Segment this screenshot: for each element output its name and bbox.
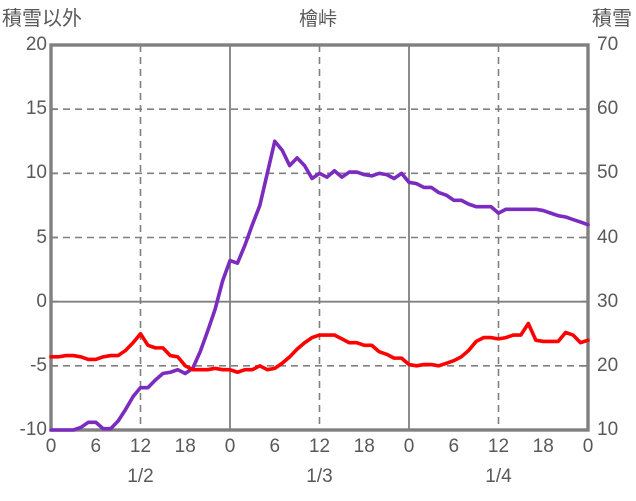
xtick-label: 0 <box>582 436 594 457</box>
xtick-label: 18 <box>532 436 554 457</box>
xtick-label: 6 <box>448 436 460 457</box>
axis-tickmarks <box>51 108 588 367</box>
ytick-label-left: -10 <box>19 419 47 440</box>
ytick-label-left: 5 <box>36 226 47 248</box>
right-axis-unit-label: 積雪 <box>592 8 632 30</box>
xtick-label: 12 <box>308 436 331 457</box>
ytick-label-left: 0 <box>36 290 47 312</box>
ytick-label-right: 30 <box>597 290 619 312</box>
ytick-label-right: 10 <box>597 419 619 440</box>
xtick-label: 18 <box>174 436 196 457</box>
xtick-label: 0 <box>224 436 236 457</box>
xtick-label: 0 <box>403 436 415 457</box>
day-label: 1/4 <box>485 466 512 487</box>
series-line-0 <box>49 139 590 432</box>
series-line-1 <box>49 321 590 375</box>
left-axis-unit-label: 積雪以外 <box>2 8 82 30</box>
ytick-label-right: 50 <box>597 162 619 184</box>
ytick-label-left: 15 <box>25 98 47 120</box>
ytick-label-left: -5 <box>30 354 47 376</box>
xtick-label: 0 <box>45 436 57 457</box>
xtick-label: 18 <box>353 436 375 457</box>
series-layer <box>49 139 590 432</box>
grid-layer <box>51 45 588 430</box>
day-label: 1/2 <box>127 466 154 487</box>
ytick-label-right: 40 <box>597 226 619 248</box>
xtick-label: 12 <box>487 436 510 457</box>
chart-title: 檜峠 <box>298 9 337 30</box>
day-label: 1/3 <box>306 466 333 487</box>
ytick-label-right: 20 <box>597 354 619 376</box>
ytick-label-left: 10 <box>25 162 47 184</box>
xtick-label: 6 <box>90 436 102 457</box>
xtick-label: 6 <box>269 436 281 457</box>
ytick-label-right: 70 <box>597 34 619 55</box>
ytick-label-left: 20 <box>25 34 47 55</box>
ytick-label-right: 60 <box>597 98 619 120</box>
xtick-label: 12 <box>129 436 152 457</box>
